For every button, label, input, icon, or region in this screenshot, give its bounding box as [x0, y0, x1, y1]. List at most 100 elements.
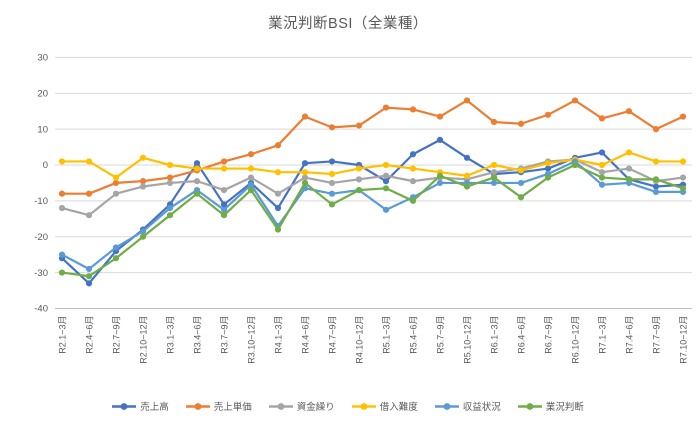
series-line-業況判断 — [61, 163, 684, 278]
series-marker-資金繰り — [679, 174, 687, 181]
series-marker-資金繰り — [166, 179, 174, 187]
series-marker-業況判断 — [274, 226, 282, 233]
series-marker-収益状況 — [166, 204, 174, 212]
series-marker-借入難度 — [544, 160, 552, 167]
series-marker-収益状況 — [328, 190, 336, 197]
y-axis-tick-label: 10 — [37, 124, 48, 135]
legend-label: 売上単価 — [213, 402, 252, 413]
series-marker-資金繰り — [274, 190, 282, 197]
series-marker-資金繰り — [139, 183, 147, 190]
legend-line-marker-icon — [351, 402, 376, 410]
series-marker-借入難度 — [490, 161, 498, 169]
series-marker-収益状況 — [85, 265, 93, 273]
legend-label: 売上高 — [140, 402, 169, 413]
x-axis-tick-label: R4.4~6月 — [301, 315, 311, 353]
x-axis-tick-label: R4.1~3月 — [274, 315, 284, 353]
series-marker-借入難度 — [679, 158, 687, 165]
series-marker-売上単価 — [490, 118, 498, 126]
x-axis-tick-label: R3.10~12月 — [247, 315, 257, 363]
series-marker-業況判断 — [112, 255, 120, 262]
series-marker-借入難度 — [355, 165, 363, 172]
x-axis-tick-label: R6.1~3月 — [490, 315, 500, 353]
series-marker-業況判断 — [58, 269, 66, 276]
series-marker-収益状況 — [652, 188, 660, 195]
x-axis-tick-label: R2.4~6月 — [85, 315, 95, 353]
legend-label: 借入難度 — [379, 402, 418, 413]
y-axis-tick-label: 20 — [37, 88, 48, 99]
legend-item-借入難度: 借入難度 — [351, 399, 418, 413]
y-axis-tick-label: -10 — [34, 196, 48, 207]
series-marker-売上単価 — [436, 113, 444, 120]
series-marker-業況判断 — [85, 273, 93, 280]
series-marker-売上高 — [301, 160, 309, 167]
x-axis-tick-label: R5.10~12月 — [463, 315, 473, 363]
series-marker-収益状況 — [58, 251, 66, 258]
series-marker-資金繰り — [58, 204, 66, 212]
y-axis-tick-label: -40 — [34, 304, 48, 315]
series-marker-売上高 — [220, 201, 228, 208]
x-axis-tick-label: R3.7~9月 — [220, 315, 230, 353]
series-marker-借入難度 — [220, 165, 228, 172]
series-marker-業況判断 — [652, 176, 660, 183]
series-marker-借入難度 — [382, 161, 390, 169]
series-marker-業況判断 — [409, 197, 417, 204]
series-marker-売上単価 — [247, 151, 255, 158]
y-axis-tick-label: -20 — [34, 232, 48, 243]
series-marker-売上単価 — [625, 108, 633, 115]
series-marker-売上単価 — [85, 190, 93, 197]
x-axis-tick-label: R6.4~6月 — [517, 315, 527, 353]
series-marker-業況判断 — [463, 183, 471, 190]
series-marker-収益状況 — [517, 179, 525, 187]
series-marker-借入難度 — [166, 161, 174, 169]
series-marker-資金繰り — [625, 165, 633, 172]
series-marker-資金繰り — [382, 172, 390, 179]
series-marker-売上単価 — [220, 158, 228, 165]
chart-title: 業況判断BSI（全業種） — [268, 16, 428, 32]
legend-item-資金繰り: 資金繰り — [268, 399, 335, 413]
series-marker-資金繰り — [85, 212, 93, 219]
series-marker-業況判断 — [247, 187, 255, 194]
series-marker-借入難度 — [598, 161, 606, 169]
series-marker-売上単価 — [112, 179, 120, 187]
series-line-借入難度 — [62, 151, 683, 179]
series-marker-資金繰り — [112, 190, 120, 197]
series-marker-売上単価 — [355, 122, 363, 129]
series-marker-借入難度 — [328, 170, 336, 178]
series-marker-業況判断 — [220, 212, 228, 219]
series-marker-売上単価 — [382, 104, 390, 111]
series-marker-資金繰り — [355, 176, 363, 183]
series-marker-売上単価 — [166, 174, 174, 181]
series-marker-借入難度 — [409, 165, 417, 172]
series-marker-売上単価 — [409, 106, 417, 113]
series-marker-業況判断 — [382, 185, 390, 192]
series-marker-業況判断 — [544, 174, 552, 181]
series-marker-資金繰り — [193, 178, 201, 185]
series-marker-売上単価 — [571, 97, 579, 104]
series-marker-業況判断 — [193, 190, 201, 197]
series-marker-業況判断 — [301, 179, 309, 187]
series-marker-収益状況 — [247, 181, 255, 188]
x-axis-tick-label: R5.4~6月 — [409, 315, 419, 353]
series-marker-売上単価 — [328, 124, 336, 131]
series-marker-収益状況 — [436, 179, 444, 187]
series-marker-借入難度 — [193, 165, 201, 172]
x-axis-tick-label: R3.1~3月 — [166, 315, 176, 353]
series-line-売上単価 — [62, 99, 684, 195]
y-axis-tick-label: 0 — [43, 160, 48, 171]
series-marker-売上高 — [409, 151, 417, 158]
series-marker-借入難度 — [85, 158, 93, 165]
legend-line-marker-icon — [268, 402, 293, 410]
series-marker-業況判断 — [571, 161, 579, 169]
legend-item-売上高: 売上高 — [112, 399, 169, 413]
series-marker-業況判断 — [139, 233, 147, 240]
series-line-売上高 — [61, 138, 684, 285]
series-marker-売上単価 — [598, 115, 606, 122]
legend-line-marker-icon — [112, 402, 137, 410]
series-marker-借入難度 — [625, 149, 633, 156]
series-marker-売上単価 — [679, 113, 687, 120]
x-axis-tick-label: R6.10~12月 — [571, 315, 581, 363]
legend-label: 資金繰り — [296, 402, 335, 413]
series-marker-売上高 — [463, 154, 471, 161]
x-axis-tick-label: R5.1~3月 — [382, 315, 392, 353]
